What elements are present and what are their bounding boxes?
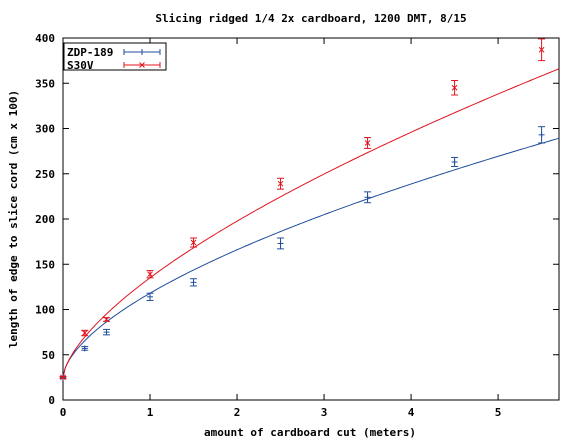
data-point	[538, 38, 546, 62]
y-tick-label: 50	[42, 349, 55, 362]
data-point	[146, 292, 154, 301]
x-tick-label: 4	[408, 406, 415, 419]
x-tick-label: 3	[321, 406, 328, 419]
legend-marker-x-b	[139, 62, 145, 68]
x-tick-label: 5	[495, 406, 502, 419]
data-point	[364, 137, 372, 149]
plot-frame	[62, 37, 560, 401]
legend-label: S30V	[67, 59, 94, 72]
x-tick-label: 1	[147, 406, 154, 419]
marker-x-b	[538, 46, 545, 53]
data-point	[538, 126, 546, 144]
chart-title: Slicing ridged 1/4 2x cardboard, 1200 DM…	[155, 12, 466, 25]
data-point	[277, 237, 285, 250]
marker-x-b	[451, 84, 458, 91]
y-tick-label: 150	[35, 258, 55, 271]
fit-curve-0	[62, 137, 560, 378]
legend-label: ZDP-189	[67, 46, 113, 59]
marker-x-b	[147, 271, 153, 278]
x-tick-label: 2	[234, 406, 241, 419]
marker-x-b	[103, 316, 110, 323]
y-tick-label: 0	[48, 394, 55, 407]
y-tick-label: 250	[35, 168, 55, 181]
x-axis-label: amount of cardboard cut (meters)	[204, 426, 416, 439]
data-point	[277, 177, 285, 190]
marker-x-b	[81, 330, 88, 336]
y-axis-label: length of edge to slice cord (cm x 100)	[7, 90, 20, 348]
data-points	[59, 38, 546, 381]
data-point	[190, 278, 198, 287]
y-tick-label: 100	[35, 304, 55, 317]
data-point	[364, 191, 372, 204]
marker-x-b	[60, 374, 66, 381]
data-point	[190, 237, 198, 248]
data-point	[81, 345, 89, 352]
data-point	[146, 270, 154, 279]
data-point	[451, 80, 459, 96]
y-tick-label: 300	[35, 123, 55, 136]
data-point	[59, 374, 67, 381]
y-tick-label: 200	[35, 213, 55, 226]
fit-curves	[62, 68, 560, 378]
data-point	[81, 329, 89, 337]
data-point	[103, 316, 111, 323]
data-point	[103, 328, 111, 336]
marker-x-b	[190, 239, 197, 246]
data-point	[451, 156, 459, 168]
marker-x-b	[277, 180, 284, 187]
y-tick-label: 350	[35, 77, 55, 90]
x-tick-label: 0	[60, 406, 67, 419]
y-tick-label: 400	[35, 32, 55, 45]
marker-x-b	[364, 140, 371, 146]
fit-curve-1	[62, 68, 560, 378]
